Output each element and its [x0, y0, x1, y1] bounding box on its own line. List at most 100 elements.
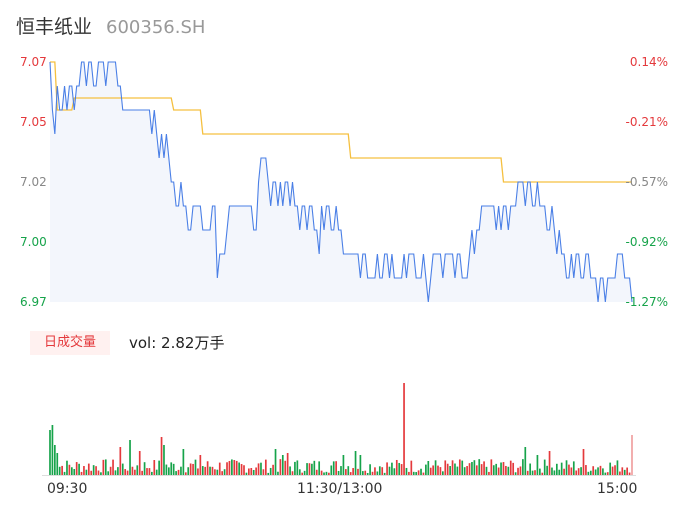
volume-bar: [415, 472, 418, 475]
volume-bar: [502, 462, 505, 475]
volume-bar: [403, 383, 405, 475]
volume-bar: [180, 466, 182, 475]
volume-bar: [175, 471, 177, 475]
volume-bar: [155, 469, 158, 475]
volume-bar: [378, 466, 381, 475]
volume-bar: [243, 465, 245, 475]
volume-bar: [75, 462, 78, 475]
y-tick-right-1: -0.21%: [625, 115, 668, 129]
volume-bar: [442, 471, 444, 475]
volume-total-text: vol: 2.82万手: [129, 334, 225, 352]
volume-bar: [163, 445, 165, 475]
volume-bar: [458, 459, 461, 475]
volume-bar: [109, 466, 112, 475]
volume-bar: [626, 467, 628, 475]
volume-bar: [563, 468, 565, 475]
volume-bar: [529, 463, 531, 475]
volume-bar: [250, 468, 253, 475]
volume-bar: [471, 461, 473, 475]
volume-bar: [80, 471, 83, 475]
volume-bar: [619, 471, 621, 475]
volume-bar: [398, 462, 401, 475]
volume-bar: [303, 470, 306, 475]
volume-bar: [524, 447, 527, 475]
volume-bar: [231, 459, 233, 475]
volume-bar: [606, 472, 609, 475]
volume-bar: [551, 467, 553, 475]
volume-bar: [371, 471, 374, 475]
volume-bar: [226, 462, 228, 475]
volume-bar: [446, 463, 449, 475]
volume-bar: [274, 449, 277, 475]
volume-bar: [422, 472, 425, 475]
volume-bar: [56, 453, 59, 475]
volume-bar: [318, 461, 321, 475]
volume-bar: [417, 470, 420, 475]
volume-bar: [286, 453, 289, 475]
volume-bar: [429, 467, 432, 475]
volume-bar: [189, 463, 192, 475]
volume-bar: [87, 463, 90, 475]
volume-bar: [553, 470, 556, 475]
volume-bar: [248, 468, 250, 475]
volume-bar: [410, 460, 413, 475]
volume-bar: [592, 466, 595, 475]
volume-bar: [558, 469, 561, 475]
volume-bar: [543, 459, 546, 475]
volume-bar: [490, 459, 493, 475]
volume-bar: [381, 467, 384, 475]
volume-bar: [614, 465, 616, 475]
volume-bar: [451, 460, 454, 475]
volume-bar: [332, 461, 335, 475]
volume-bars: [42, 383, 636, 476]
volume-bar: [340, 466, 342, 475]
volume-bar: [114, 470, 117, 475]
volume-bar: [420, 468, 422, 475]
volume-bar: [112, 459, 114, 475]
volume-bar: [497, 467, 500, 475]
volume-bar: [539, 468, 541, 475]
volume-bar: [58, 466, 61, 475]
volume-bar: [517, 467, 519, 475]
volume-bar: [599, 465, 602, 475]
volume-bar: [463, 467, 466, 475]
volume-bar: [49, 430, 51, 475]
volume-bar: [216, 469, 219, 475]
volume-bar: [575, 470, 578, 475]
volume-bar: [211, 466, 214, 475]
volume-bar: [519, 466, 522, 475]
volume-bar: [514, 472, 517, 475]
volume-bar: [449, 466, 451, 475]
volume-bar: [526, 470, 529, 475]
volume-bar: [199, 455, 202, 475]
volume-bar: [546, 465, 548, 475]
volume-bar: [555, 463, 558, 475]
volume-bar: [604, 472, 607, 475]
volume-bar: [468, 463, 471, 475]
volume-label-tag[interactable]: 日成交量: [30, 331, 110, 355]
volume-bar: [374, 467, 376, 475]
volume-bar: [352, 468, 354, 475]
x-tick-open: 09:30: [47, 481, 88, 497]
volume-bar: [485, 466, 488, 475]
volume-bar: [475, 465, 478, 475]
volume-bar: [284, 460, 287, 475]
volume-bar: [138, 451, 141, 475]
volume-bar: [308, 463, 311, 475]
volume-bar: [560, 462, 563, 475]
volume-bar: [500, 462, 502, 475]
volume-bar: [320, 470, 323, 475]
volume-bar: [267, 472, 270, 475]
volume-bar: [609, 462, 612, 475]
volume-bar: [197, 468, 199, 475]
stock-name: 恒丰纸业: [16, 16, 93, 38]
volume-bar: [541, 472, 544, 475]
volume-bar: [432, 465, 434, 475]
y-tick-right-2: -0.57%: [625, 175, 668, 189]
x-tick-close: 15:00: [597, 481, 638, 497]
volume-bar: [143, 462, 146, 475]
volume-bar: [151, 471, 153, 475]
y-tick-left-4: 6.97: [20, 295, 47, 309]
volume-bar: [408, 471, 410, 475]
volume-bar: [580, 467, 582, 475]
